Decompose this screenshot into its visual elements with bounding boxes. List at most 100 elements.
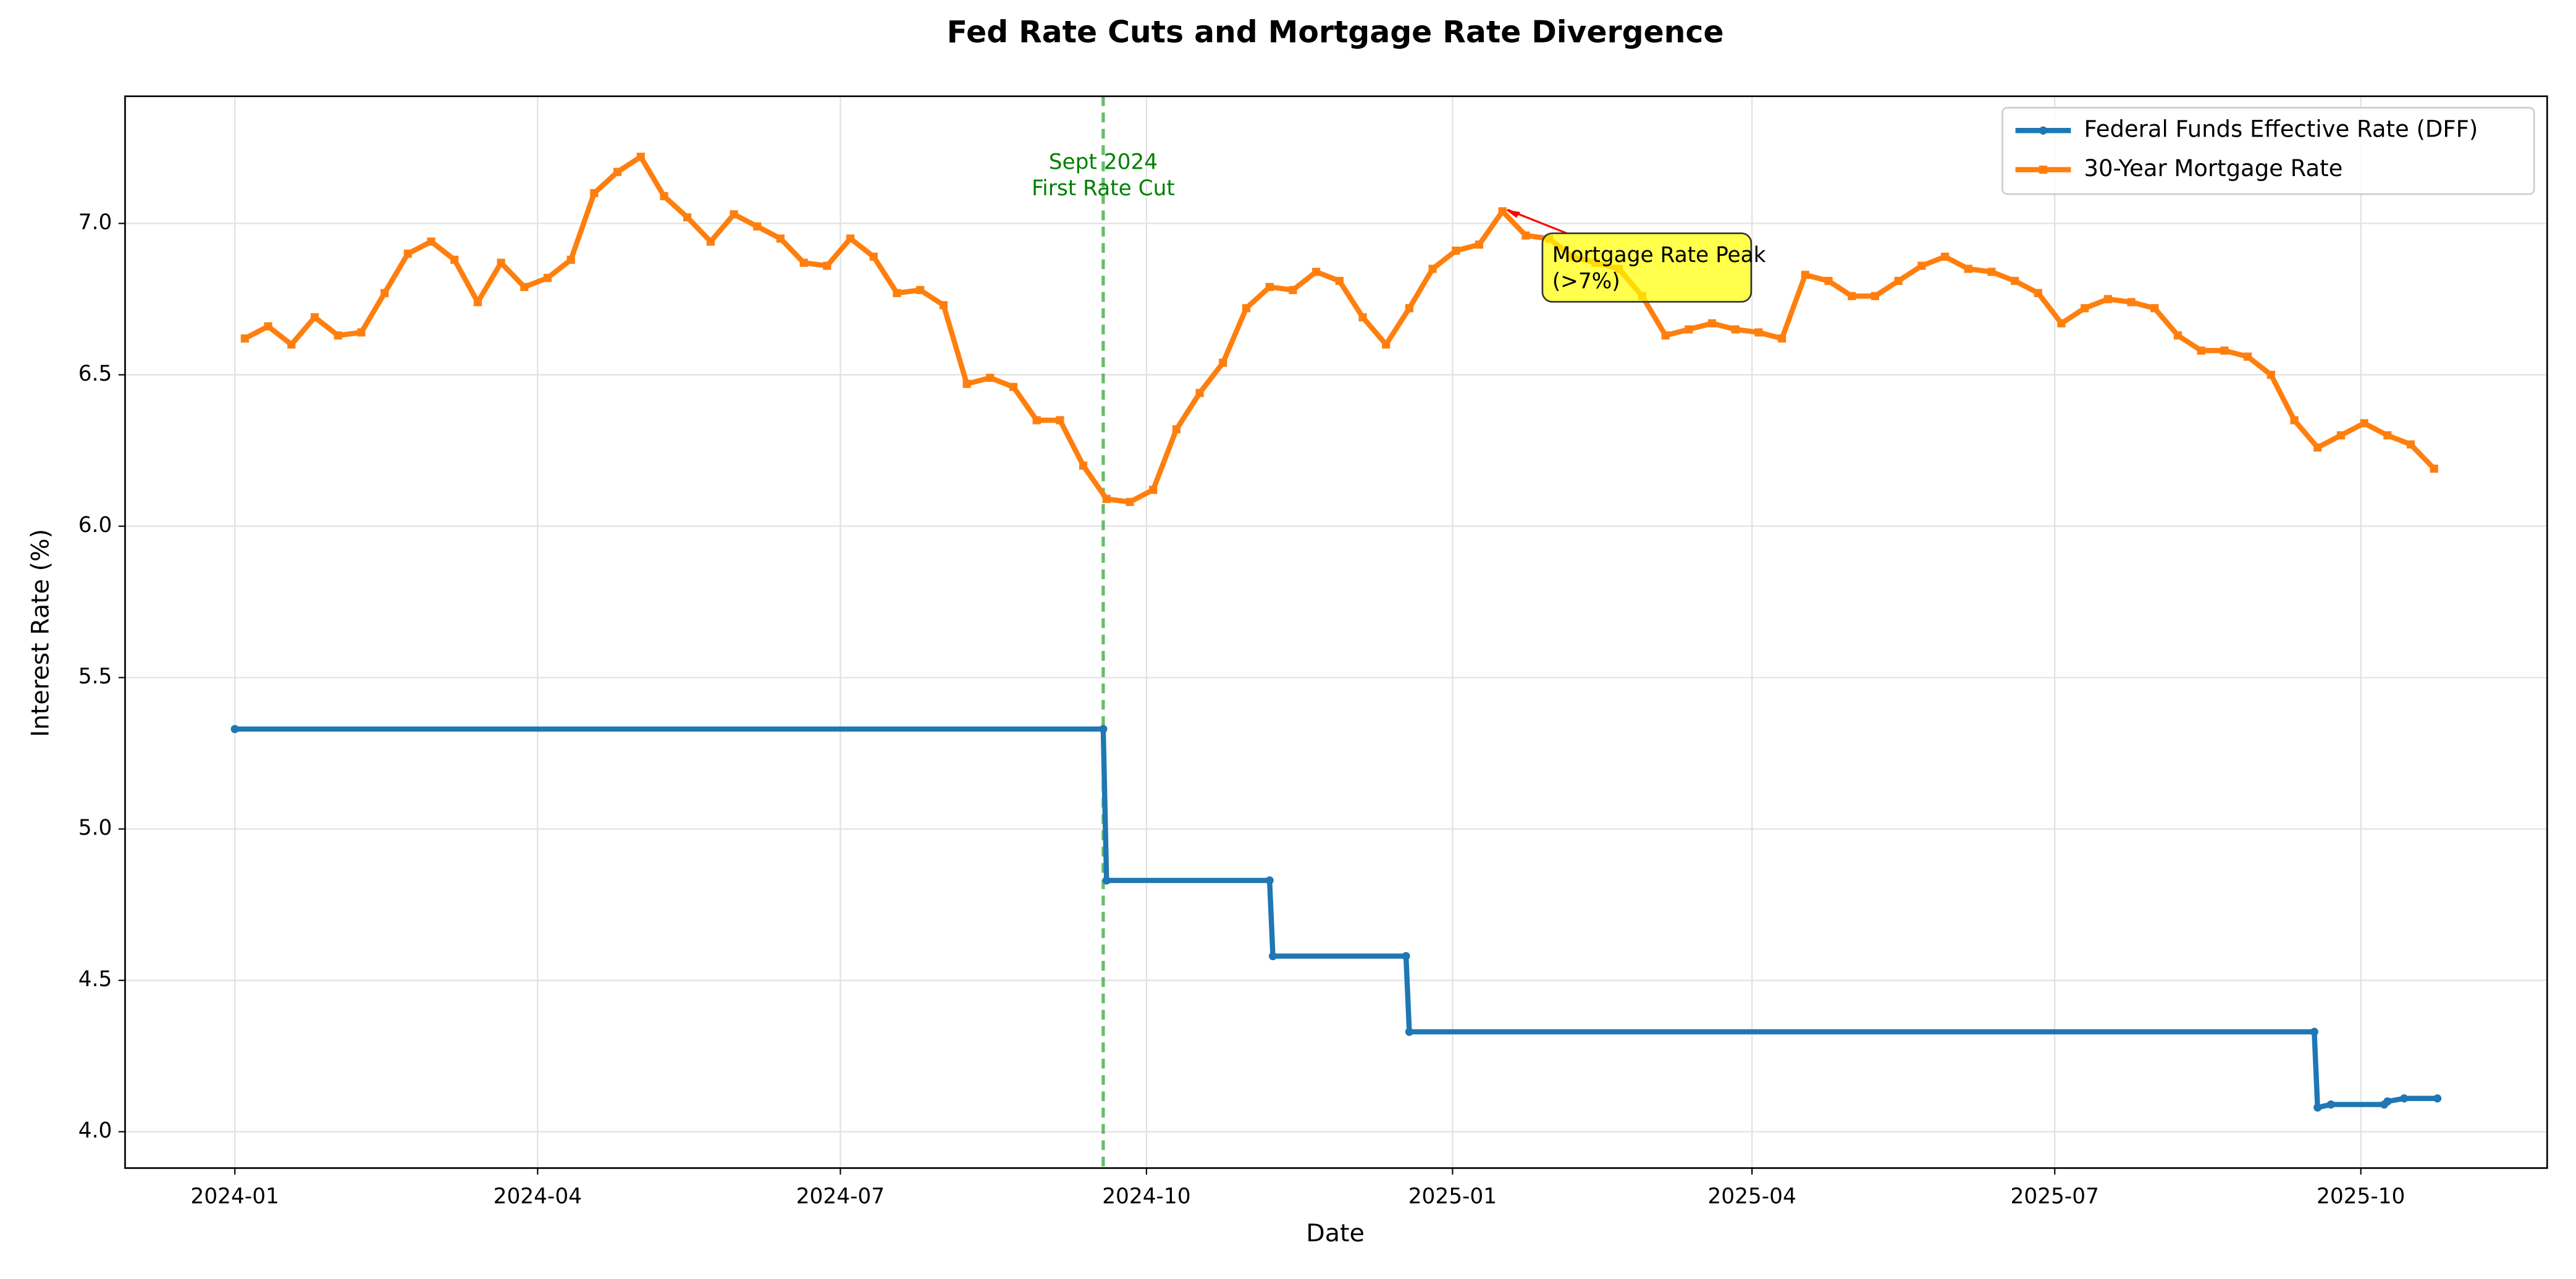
data-point <box>2400 1094 2409 1103</box>
data-point <box>1871 292 1879 300</box>
data-point <box>2010 277 2019 285</box>
y-tick-label: 6.0 <box>78 513 112 538</box>
data-point <box>240 334 249 343</box>
data-point <box>660 192 668 201</box>
data-point <box>520 282 529 292</box>
x-tick-label: 2024-01 <box>191 1184 279 1209</box>
grid <box>125 96 2548 1168</box>
data-point <box>799 258 808 267</box>
data-point <box>1268 952 1277 961</box>
data-point <box>1032 416 1041 424</box>
chart-title: Fed Rate Cuts and Mortgage Rate Divergen… <box>947 14 1724 49</box>
data-point <box>403 249 412 258</box>
data-point <box>1754 328 1763 337</box>
data-point <box>380 289 389 297</box>
data-point <box>1917 261 1926 270</box>
x-tick-label: 2024-10 <box>1102 1184 1190 1209</box>
data-point <box>893 289 901 297</box>
data-point <box>1289 285 1297 294</box>
data-point <box>2313 1103 2322 1112</box>
data-point <box>590 188 599 198</box>
data-point <box>939 301 948 310</box>
data-point <box>310 313 319 322</box>
y-tick-label: 6.5 <box>78 361 112 386</box>
data-point <box>846 234 855 243</box>
data-point <box>230 725 239 733</box>
data-point <box>2360 419 2368 428</box>
data-point <box>427 237 436 246</box>
data-point <box>2081 304 2089 313</box>
data-point <box>2220 346 2229 355</box>
x-tick-label: 2025-10 <box>2317 1184 2405 1209</box>
y-tick-label: 4.0 <box>78 1118 112 1143</box>
data-point <box>1522 231 1530 240</box>
data-point <box>2103 295 2112 303</box>
data-point <box>1987 268 1996 276</box>
legend: Federal Funds Effective Rate (DFF) 30-Yea… <box>2001 106 2535 195</box>
data-point <box>1265 282 1274 292</box>
data-point <box>2383 431 2392 440</box>
data-point <box>613 167 622 176</box>
data-point <box>1498 207 1507 216</box>
legend-label: Federal Funds Effective Rate (DFF) <box>2084 116 2478 143</box>
data-point <box>1777 334 1787 343</box>
legend-marker <box>2039 126 2048 135</box>
rate-cut-label: Sept 2024 <box>1049 150 1158 175</box>
data-point <box>2336 431 2345 440</box>
data-point <box>2267 370 2275 379</box>
data-point <box>986 373 995 382</box>
data-point <box>2430 464 2438 473</box>
data-point <box>357 328 366 337</box>
y-tick-label: 5.0 <box>78 816 112 840</box>
data-point <box>1475 240 1484 249</box>
y-axis-label: Interest Rate (%) <box>26 529 54 737</box>
data-point <box>1661 331 1670 340</box>
data-point <box>1102 494 1111 504</box>
data-point <box>1102 876 1111 885</box>
data-point <box>473 298 482 306</box>
data-point <box>962 379 971 388</box>
background <box>9 0 2567 1279</box>
data-point <box>1428 264 1437 273</box>
data-point <box>1940 252 1950 261</box>
data-point <box>2433 1094 2442 1103</box>
plot-frame <box>124 95 2548 1169</box>
y-tick-label: 7.0 <box>78 210 112 235</box>
x-tick-label: 2025-01 <box>1408 1184 1497 1209</box>
data-point <box>264 322 272 331</box>
data-point <box>1964 264 1972 273</box>
rate-cut-label: First Rate Cut <box>1032 176 1175 201</box>
data-point <box>497 258 505 267</box>
data-point <box>1894 277 1903 285</box>
data-point <box>2197 346 2205 355</box>
data-point <box>776 234 785 243</box>
data-point <box>287 340 296 349</box>
x-tick-label: 2025-04 <box>1707 1184 1796 1209</box>
data-point <box>1452 247 1460 255</box>
data-point <box>1099 725 1108 733</box>
data-point <box>2290 416 2299 424</box>
data-point <box>2310 1028 2318 1036</box>
x-tick-label: 2024-07 <box>796 1184 885 1209</box>
data-point <box>1685 325 1693 334</box>
data-point <box>753 222 762 231</box>
data-point <box>823 261 831 270</box>
data-point <box>2326 1100 2335 1109</box>
data-point <box>2034 289 2042 297</box>
data-point <box>1195 389 1204 397</box>
data-point <box>1405 304 1413 313</box>
data-point <box>636 153 645 161</box>
data-point <box>1801 271 1809 279</box>
y-tick-label: 4.5 <box>78 967 112 992</box>
data-point <box>1009 382 1018 391</box>
series <box>240 153 2438 507</box>
data-point <box>450 255 459 264</box>
data-point <box>1149 486 1158 494</box>
data-point <box>1172 425 1181 434</box>
data-point <box>2313 443 2322 452</box>
data-point <box>916 285 925 294</box>
data-point <box>1056 416 1064 424</box>
data-point <box>1126 497 1134 507</box>
